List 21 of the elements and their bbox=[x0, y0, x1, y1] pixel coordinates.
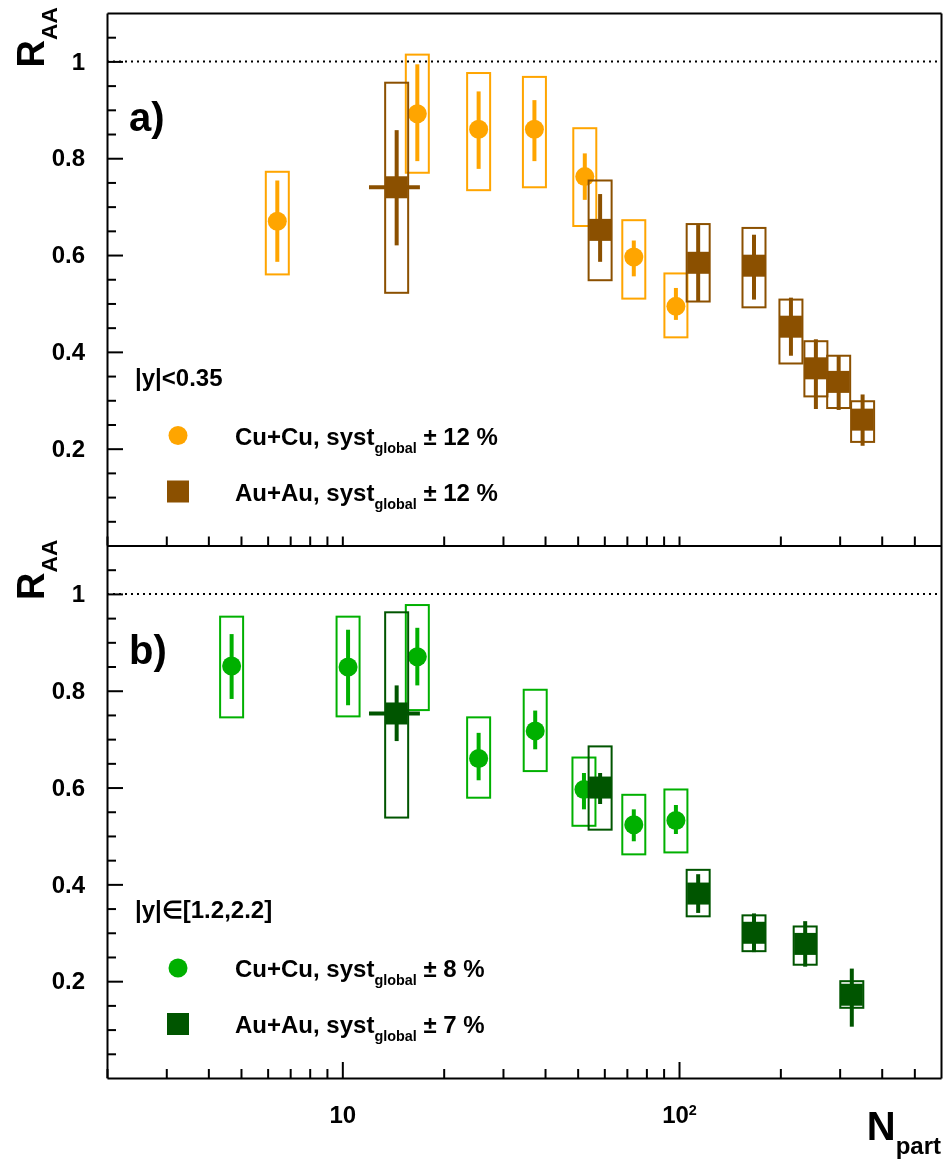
legend-label: Cu+Cu, syst$_{global}$ ± 8 % bbox=[235, 955, 485, 988]
x-tick-label: 10 bbox=[329, 1101, 357, 1129]
annotation: a) bbox=[129, 95, 165, 139]
annotation: |y|<0.35 bbox=[135, 363, 223, 391]
annotation: b) bbox=[129, 627, 167, 672]
y-tick-label: 0.6 bbox=[51, 241, 85, 269]
legend-label: Au+Au, syst$_{global}$ ± 7 % bbox=[235, 1011, 485, 1044]
x-axis-title: N$_{part}$ bbox=[866, 1104, 941, 1159]
legend-label: Cu+Cu, syst$_{global}$ ± 12 % bbox=[235, 422, 498, 456]
y-tick-label: 0.6 bbox=[51, 773, 85, 801]
y-tick-label: 0.2 bbox=[51, 967, 85, 995]
legend-label: Au+Au, syst$_{global}$ ± 12 % bbox=[235, 478, 498, 512]
y-tick-label: 0.8 bbox=[51, 144, 85, 172]
annotation: |y|∈[1.2,2.2] bbox=[135, 896, 273, 923]
y-tick-label: 1 bbox=[71, 580, 85, 608]
y-tick-label: 0.8 bbox=[51, 676, 85, 704]
y-tick-label: 1 bbox=[71, 47, 85, 75]
y-tick-label: 0.4 bbox=[51, 338, 86, 366]
x-tick-label: 10$^{2}$ bbox=[662, 1101, 697, 1129]
y-tick-label: 0.2 bbox=[51, 434, 85, 462]
y-tick-label: 0.4 bbox=[51, 870, 86, 898]
